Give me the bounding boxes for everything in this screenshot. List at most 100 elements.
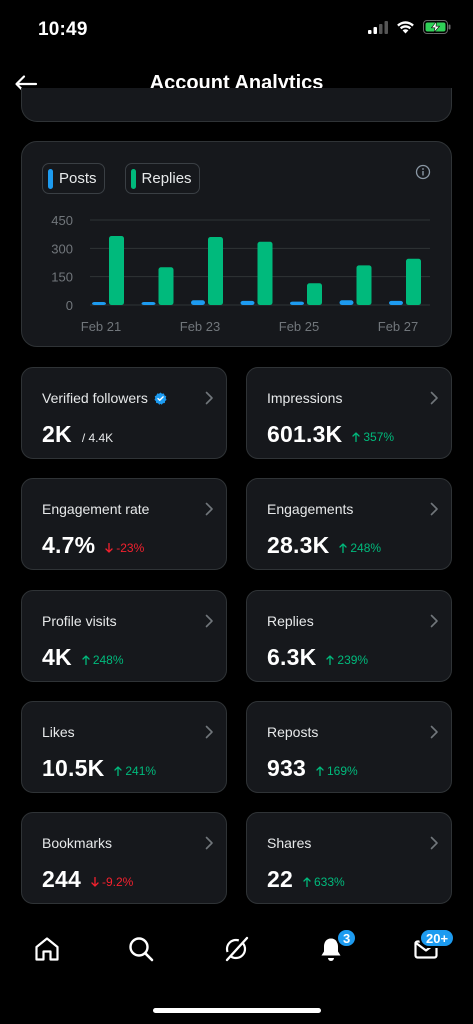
metric-tile-impressions[interactable]: Impressions 601.3K 357% — [246, 367, 452, 459]
metric-value-row: 2K / 4.4K — [42, 421, 113, 448]
arrow-up-icon — [339, 543, 348, 553]
metric-change-text: 248% — [92, 653, 124, 667]
nav-messages[interactable]: 20+ — [411, 928, 456, 964]
y-tick-label: 450 — [51, 213, 73, 228]
chevron-right-icon — [430, 725, 438, 739]
metric-tile-reposts[interactable]: Reposts 933 169% — [246, 701, 452, 793]
chevron-right-icon — [430, 391, 438, 405]
bar-replies-feb-22[interactable] — [158, 267, 174, 305]
metric-tile-profile-visits[interactable]: Profile visits 4K 248% — [21, 590, 227, 682]
legend-replies-swatch — [130, 168, 136, 189]
nav-grok[interactable] — [221, 934, 251, 964]
metric-value-row: 244 -9.2% — [42, 866, 133, 893]
x-tick-label: Feb 23 — [180, 319, 220, 334]
metric-value-row: 22 633% — [267, 866, 345, 893]
status-icons — [368, 20, 451, 34]
chart-card: Posts Replies 450 300 150 0 Feb 21 Feb 23 Feb … — [21, 141, 452, 347]
arrow-up-icon — [303, 877, 311, 887]
bell-icon — [321, 938, 341, 961]
metric-value: 10.5K — [42, 755, 105, 781]
bar-replies-feb-23[interactable] — [208, 237, 223, 305]
bar-posts-feb-27[interactable] — [389, 300, 403, 305]
chevron-right-icon — [430, 836, 438, 850]
bar-replies-feb-27[interactable] — [406, 258, 421, 305]
bottom-nav: 3 20+ — [0, 920, 473, 986]
bar-replies-feb-25[interactable] — [307, 283, 322, 305]
bar-posts-feb-25[interactable] — [290, 301, 304, 305]
metric-value: 6.3K — [267, 644, 317, 670]
metric-value: 933 — [267, 755, 306, 781]
y-tick-label: 300 — [51, 241, 73, 256]
metric-label: Profile visits — [42, 613, 117, 629]
metric-change: 169% — [316, 764, 358, 778]
metric-label-row: Impressions — [267, 390, 342, 406]
search-icon — [129, 937, 154, 962]
metric-tile-engagement-rate[interactable]: Engagement rate 4.7% -23% — [21, 478, 227, 570]
chevron-right-icon — [430, 502, 438, 516]
metric-value: 4.7% — [42, 532, 96, 558]
metric-change-text: 169% — [326, 764, 358, 778]
nav-home[interactable] — [32, 934, 62, 964]
chevron-right-icon — [205, 725, 213, 739]
battery-charging-icon — [423, 20, 451, 34]
metric-tile-bookmarks[interactable]: Bookmarks 244 -9.2% — [21, 812, 227, 904]
metric-change: 248% — [82, 653, 124, 667]
bar-posts-feb-26[interactable] — [339, 300, 354, 305]
chevron-right-icon — [205, 836, 213, 850]
metric-tile-likes[interactable]: Likes 10.5K 241% — [21, 701, 227, 793]
metric-value-row: 601.3K 357% — [267, 421, 394, 448]
metric-value: 28.3K — [267, 532, 330, 558]
nav-notifications[interactable]: 3 — [316, 928, 358, 964]
metric-value-row: 10.5K 241% — [42, 755, 156, 782]
metric-label-row: Bookmarks — [42, 835, 112, 851]
x-tick-label: Feb 25 — [279, 319, 319, 334]
legend-posts-label: Posts — [59, 170, 97, 187]
metric-value: 601.3K — [267, 421, 343, 447]
chevron-right-icon — [205, 614, 213, 628]
wifi-icon — [397, 21, 414, 34]
legend-posts-swatch — [48, 168, 53, 189]
metric-tile-replies[interactable]: Replies 6.3K 239% — [246, 590, 452, 682]
arrow-down-icon — [91, 877, 99, 887]
metric-change-text: 633% — [313, 875, 345, 889]
home-icon — [35, 937, 59, 961]
bar-replies-feb-26[interactable] — [356, 265, 372, 305]
metric-label: Replies — [267, 613, 314, 629]
y-tick-label: 0 — [66, 298, 73, 313]
bar-replies-feb-24[interactable] — [257, 241, 273, 305]
metric-value: 4K — [42, 644, 72, 670]
y-tick-label: 150 — [51, 270, 73, 285]
metric-tile-engagements[interactable]: Engagements 28.3K 248% — [246, 478, 452, 570]
chevron-right-icon — [205, 502, 213, 516]
status-time: 10:49 — [38, 19, 88, 40]
metric-label: Bookmarks — [42, 835, 113, 851]
metric-tile-shares[interactable]: Shares 22 633% — [246, 812, 452, 904]
chevron-right-icon — [430, 614, 438, 628]
x-tick-label: Feb 27 — [378, 319, 418, 334]
notifications-badge: 3 — [336, 928, 358, 948]
bar-posts-feb-22[interactable] — [141, 302, 156, 305]
chart-legend: Posts Replies — [42, 163, 200, 194]
bar-replies-feb-21[interactable] — [109, 236, 124, 305]
metric-label: Engagement rate — [42, 501, 150, 517]
metric-tile-verified-followers[interactable]: Verified followers 2K / 4.4K — [21, 367, 227, 459]
metric-change-text: 239% — [337, 653, 369, 667]
metric-label-row: Reposts — [267, 724, 318, 740]
cellular-signal-icon — [368, 20, 388, 34]
legend-posts[interactable]: Posts — [42, 163, 105, 194]
bar-posts-feb-23[interactable] — [191, 300, 205, 305]
legend-replies[interactable]: Replies — [124, 163, 200, 194]
bar-posts-feb-24[interactable] — [240, 300, 255, 305]
arrow-up-icon — [114, 766, 123, 776]
bar-posts-feb-21[interactable] — [92, 302, 106, 305]
info-icon[interactable] — [415, 164, 431, 180]
arrow-up-icon — [82, 655, 90, 665]
metric-label: Shares — [267, 835, 312, 851]
metric-label: Reposts — [267, 724, 319, 740]
x-tick-label: Feb 21 — [81, 319, 121, 334]
nav-search[interactable] — [126, 934, 156, 964]
metric-value-row: 933 169% — [267, 755, 358, 782]
metric-label-row: Profile visits — [42, 613, 117, 629]
arrow-up-icon — [326, 655, 335, 665]
metric-label-row: Engagement rate — [42, 501, 149, 517]
